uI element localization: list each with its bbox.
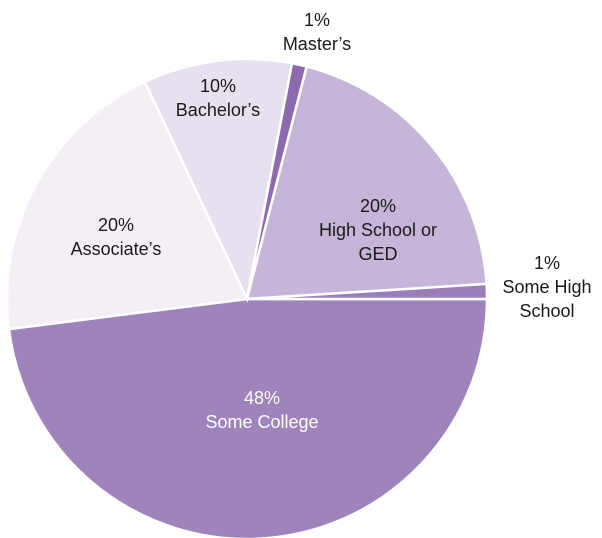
value-label: 20%	[97, 215, 135, 235]
value-label: 1%	[533, 253, 560, 273]
pie-slice	[245, 65, 488, 301]
slice-label: 10% Bachelor’s	[158, 74, 278, 122]
value-label: 1%	[303, 10, 330, 30]
pie-slice	[246, 282, 489, 301]
category-label: Associate’s	[70, 239, 162, 259]
value-label: 20%	[359, 196, 397, 216]
category-label: High School or GED	[318, 220, 438, 264]
category-label: Bachelor’s	[175, 100, 261, 120]
slice-label: 48% Some College	[162, 386, 362, 434]
pie-slice	[7, 297, 489, 538]
value-label: 48%	[243, 388, 281, 408]
slice-label: 20% High School or GED	[308, 194, 448, 266]
slice-label: 20% Associate’s	[46, 213, 186, 261]
category-label: Master’s	[282, 34, 352, 54]
category-label: Some High School	[502, 277, 592, 321]
slice-label: 1% Master’s	[262, 8, 372, 56]
slice-label: 1% Some High School	[492, 251, 602, 323]
value-label: 10%	[199, 76, 237, 96]
pie-slice	[143, 57, 294, 304]
pie-slice	[5, 80, 249, 331]
category-label: Some College	[205, 412, 319, 432]
